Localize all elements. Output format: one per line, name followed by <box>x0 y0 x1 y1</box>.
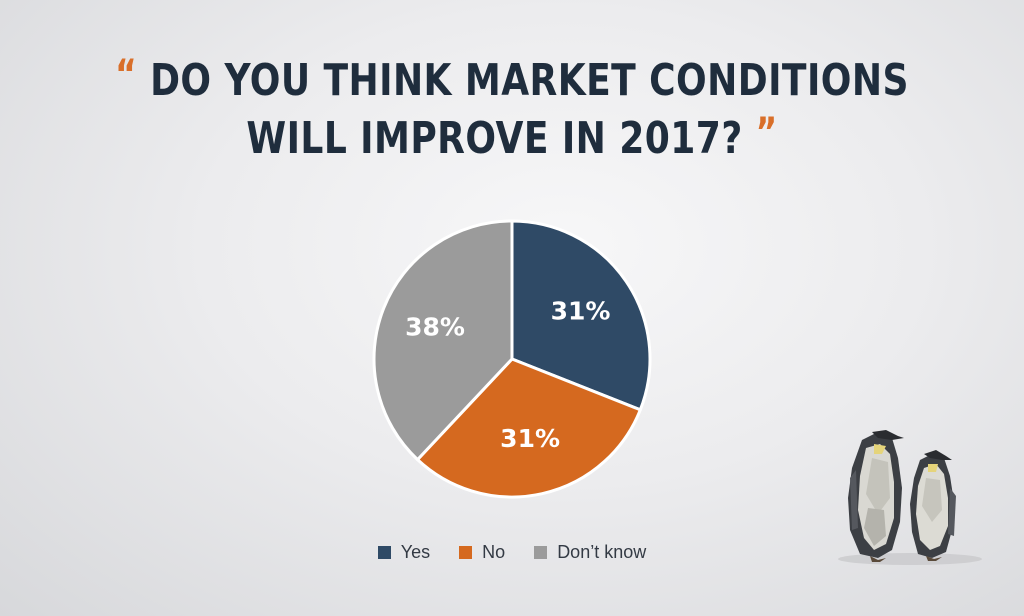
legend-label-yes: Yes <box>400 542 431 562</box>
title-text-line-1: DO YOU THINK MARKET CONDITIONS <box>150 55 909 106</box>
close-quote-mark: ” <box>755 110 778 156</box>
pie-slice-no <box>416 357 642 499</box>
legend-swatch-dont-know <box>534 546 548 559</box>
slice-label-yes: 31% <box>551 297 611 326</box>
large-penguin-icon <box>848 430 904 562</box>
open-quote-mark: “ <box>115 52 138 98</box>
small-penguin-icon <box>910 450 956 561</box>
penguins-illustration <box>838 430 982 565</box>
pie-slices <box>372 219 652 499</box>
title-line-1: “ DO YOU THINK MARKET CONDITIONS <box>92 52 932 110</box>
legend-label-dont-know: Don’t know <box>557 542 647 562</box>
chart-title: “ DO YOU THINK MARKET CONDITIONS WILL IM… <box>92 52 932 168</box>
slice-label-dont-know: 38% <box>405 313 465 342</box>
legend-label-no: No <box>482 542 506 562</box>
title-line-2: WILL IMPROVE IN 2017? ” <box>92 110 932 168</box>
title-text-line-2: WILL IMPROVE IN 2017? <box>246 113 743 164</box>
pie-slice-dont-know <box>372 219 514 462</box>
legend-swatch-yes <box>377 546 391 559</box>
legend-item-dont-know: Don’t know <box>534 542 646 563</box>
legend-item-no: No <box>459 542 505 563</box>
legend-item-yes: Yes <box>377 542 431 563</box>
legend-swatch-no <box>459 546 473 559</box>
pie-slice-yes <box>510 219 652 412</box>
chart-legend: Yes No Don’t know <box>0 542 1024 563</box>
pie-labels: 31% 31% 38% <box>405 297 610 453</box>
slice-label-no: 31% <box>500 424 560 453</box>
